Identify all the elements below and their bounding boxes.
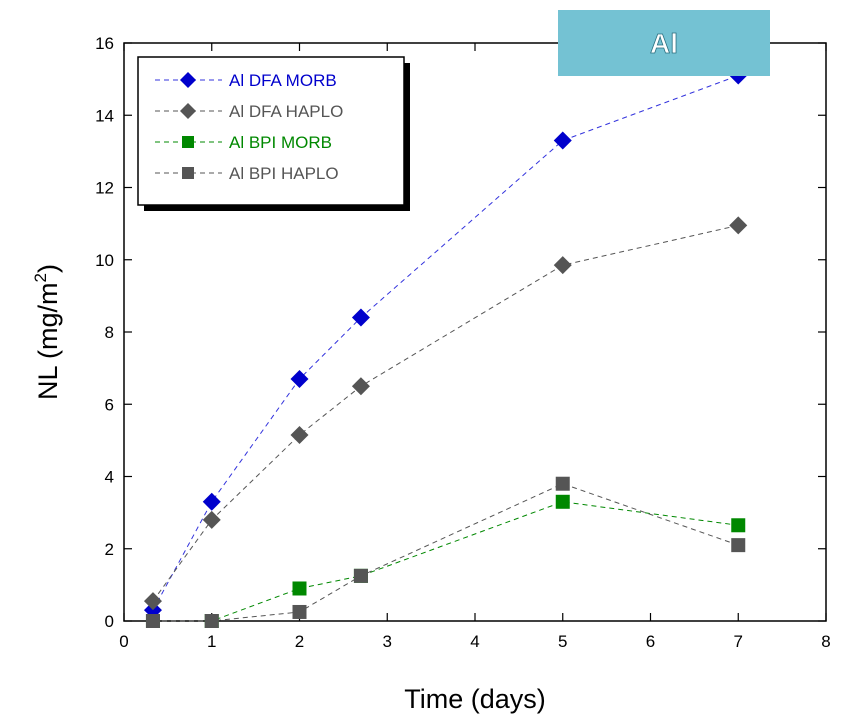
series-line (152, 501, 739, 622)
square-marker (182, 167, 194, 179)
x-tick-label: 6 (646, 632, 655, 651)
legend-label: Al DFA HAPLO (229, 102, 343, 121)
square-marker (353, 568, 368, 583)
square-marker (555, 476, 570, 491)
x-tick-label: 2 (295, 632, 304, 651)
square-marker (292, 604, 307, 619)
square-marker (731, 518, 746, 533)
diamond-marker (180, 72, 196, 88)
y-tick-label: 14 (95, 106, 114, 125)
series-line (152, 224, 739, 602)
x-tick-label: 0 (119, 632, 128, 651)
diamond-marker (143, 592, 162, 611)
y-axis-title-main: NL (mg/m (33, 282, 63, 400)
x-tick-label: 5 (558, 632, 567, 651)
y-tick-label: 2 (105, 540, 114, 559)
legend-item: Al DFA MORB (155, 71, 337, 90)
square-marker (555, 494, 570, 509)
diamond-marker (553, 131, 572, 150)
legend-item: Al DFA HAPLO (155, 102, 343, 121)
diamond-marker (202, 492, 221, 511)
y-tick-label: 10 (95, 251, 114, 270)
x-axis-title: Time (days) (404, 684, 546, 714)
x-tick-label: 3 (383, 632, 392, 651)
legend-items: Al DFA MORB Al DFA HAPLO Al BPI MORB Al BPI… (155, 71, 343, 183)
series-line (152, 75, 739, 611)
y-tick-label: 8 (105, 323, 114, 342)
square-marker (182, 136, 194, 148)
diamond-marker (553, 256, 572, 275)
series-1 (143, 66, 748, 620)
y-tick-label: 0 (105, 612, 114, 631)
series-3 (145, 494, 746, 628)
legend-item: Al BPI HAPLO (155, 164, 339, 183)
diamond-marker (351, 377, 370, 396)
y-tick-label: 4 (105, 468, 114, 487)
x-tick-label: 4 (470, 632, 479, 651)
series-2 (143, 216, 748, 611)
series-group (143, 66, 748, 628)
y-axis-title-sup: 2 (31, 273, 50, 282)
badge-label: Al (650, 28, 678, 59)
diamond-marker (351, 308, 370, 327)
y-tick-label: 16 (95, 34, 114, 53)
legend: Al DFA MORB Al DFA HAPLO Al BPI MORB Al BPI… (137, 56, 410, 211)
badge-background (558, 10, 770, 76)
y-axis-title-close: ) (33, 264, 63, 273)
square-marker (731, 538, 746, 553)
legend-label: Al DFA MORB (229, 71, 337, 90)
element-badge: Al (558, 10, 770, 76)
x-axis-ticks: 0 1 2 3 4 5 6 7 8 (119, 43, 831, 651)
diamond-marker (290, 425, 309, 444)
square-marker (204, 614, 219, 628)
series-line (152, 483, 739, 622)
y-tick-label: 12 (95, 179, 114, 198)
square-marker (292, 581, 307, 596)
y-axis-title: NL (mg/m2) (31, 264, 63, 400)
series-4 (145, 476, 746, 628)
x-tick-label: 8 (821, 632, 830, 651)
y-tick-label: 6 (105, 395, 114, 414)
x-tick-label: 1 (207, 632, 216, 651)
diamond-marker (729, 216, 748, 235)
y-axis-ticks: 0 2 4 6 8 10 12 14 16 (95, 34, 826, 631)
diamond-marker (180, 103, 196, 119)
diamond-marker (202, 510, 221, 529)
diamond-marker (290, 369, 309, 388)
legend-item: Al BPI MORB (155, 133, 332, 152)
square-marker (145, 614, 160, 628)
x-tick-label: 7 (734, 632, 743, 651)
legend-label: Al BPI HAPLO (229, 164, 339, 183)
legend-label: Al BPI MORB (229, 133, 332, 152)
